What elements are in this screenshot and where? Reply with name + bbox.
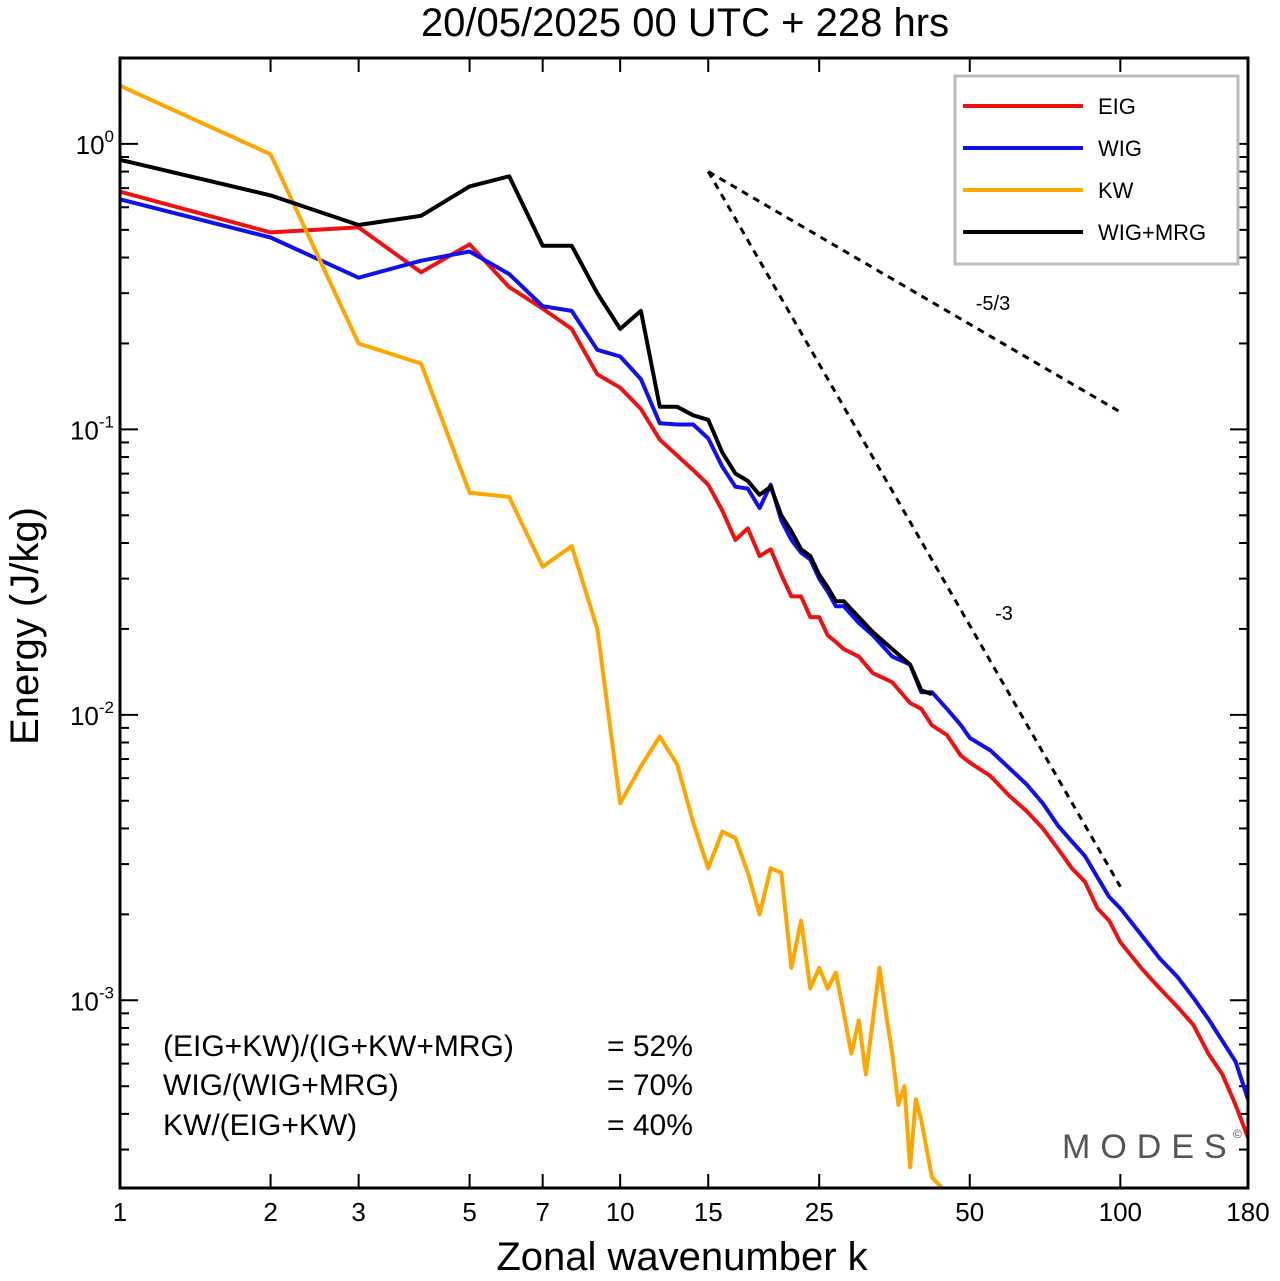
- x-tick-label: 180: [1226, 1197, 1269, 1227]
- y-tick-label: 10-2: [70, 698, 114, 731]
- slope-label: -5/3: [976, 293, 1010, 315]
- series-layer: [120, 83, 1248, 1188]
- ratio-value-3: = 40%: [607, 1109, 693, 1142]
- chart-title: 20/05/2025 00 UTC + 228 hrs: [421, 1, 949, 45]
- y-tick-label: 10-3: [70, 983, 114, 1016]
- reference-slopes: -5/3 -3: [706, 170, 1122, 888]
- ratio-value-2: = 70%: [607, 1069, 693, 1102]
- ratio-value-1: = 52%: [607, 1030, 693, 1063]
- y-tick-labels: 100 10-1 10-2 10-3: [70, 127, 114, 1016]
- x-tick-label: 10: [606, 1197, 635, 1227]
- modes-watermark: MODES: [1062, 1128, 1237, 1166]
- legend-label: WIG: [1098, 136, 1142, 161]
- ratio-annotations: (EIG+KW)/(IG+KW+MRG) = 52% WIG/(WIG+MRG)…: [163, 1030, 693, 1142]
- slope-label: -3: [995, 603, 1013, 625]
- plot-frame: [118, 56, 1250, 1190]
- ratio-label-2: WIG/(WIG+MRG): [163, 1069, 399, 1102]
- x-tick-label: 3: [351, 1197, 365, 1227]
- x-tick-label: 1: [113, 1197, 127, 1227]
- x-tick-label: 2: [263, 1197, 277, 1227]
- y-tick-label: 10-1: [70, 412, 114, 445]
- series-line-wig-mrg: [120, 157, 933, 697]
- x-tick-label: 100: [1099, 1197, 1142, 1227]
- ratio-label-3: KW/(EIG+KW): [163, 1109, 357, 1142]
- copyright-symbol: ©: [1233, 1127, 1242, 1141]
- legend-label: EIG: [1098, 94, 1136, 119]
- legend: EIG WIG KW WIG+MRG: [953, 74, 1240, 266]
- series-line-wig: [120, 197, 1248, 1100]
- series-line-eig: [120, 189, 1248, 1139]
- x-tick-label: 15: [694, 1197, 723, 1227]
- slope-line-3: [706, 170, 1122, 888]
- x-tick-label: 5: [462, 1197, 476, 1227]
- x-tick-label: 7: [535, 1197, 549, 1227]
- x-axis-label: Zonal wavenumber k: [496, 1235, 868, 1279]
- x-tick-label: 50: [955, 1197, 984, 1227]
- y-axis-label: Energy (J/kg): [3, 507, 47, 745]
- slope-line-5-3: [707, 170, 1122, 414]
- x-tick-label: 25: [805, 1197, 834, 1227]
- legend-label: KW: [1098, 178, 1134, 203]
- legend-label: WIG+MRG: [1098, 220, 1206, 245]
- ratio-label-1: (EIG+KW)/(IG+KW+MRG): [163, 1030, 514, 1063]
- series-line-kw: [120, 83, 944, 1188]
- y-tick-label: 100: [76, 127, 114, 160]
- x-tick-labels: 1 2 3 5 7 10 15 25 50 100 180: [113, 1197, 1270, 1227]
